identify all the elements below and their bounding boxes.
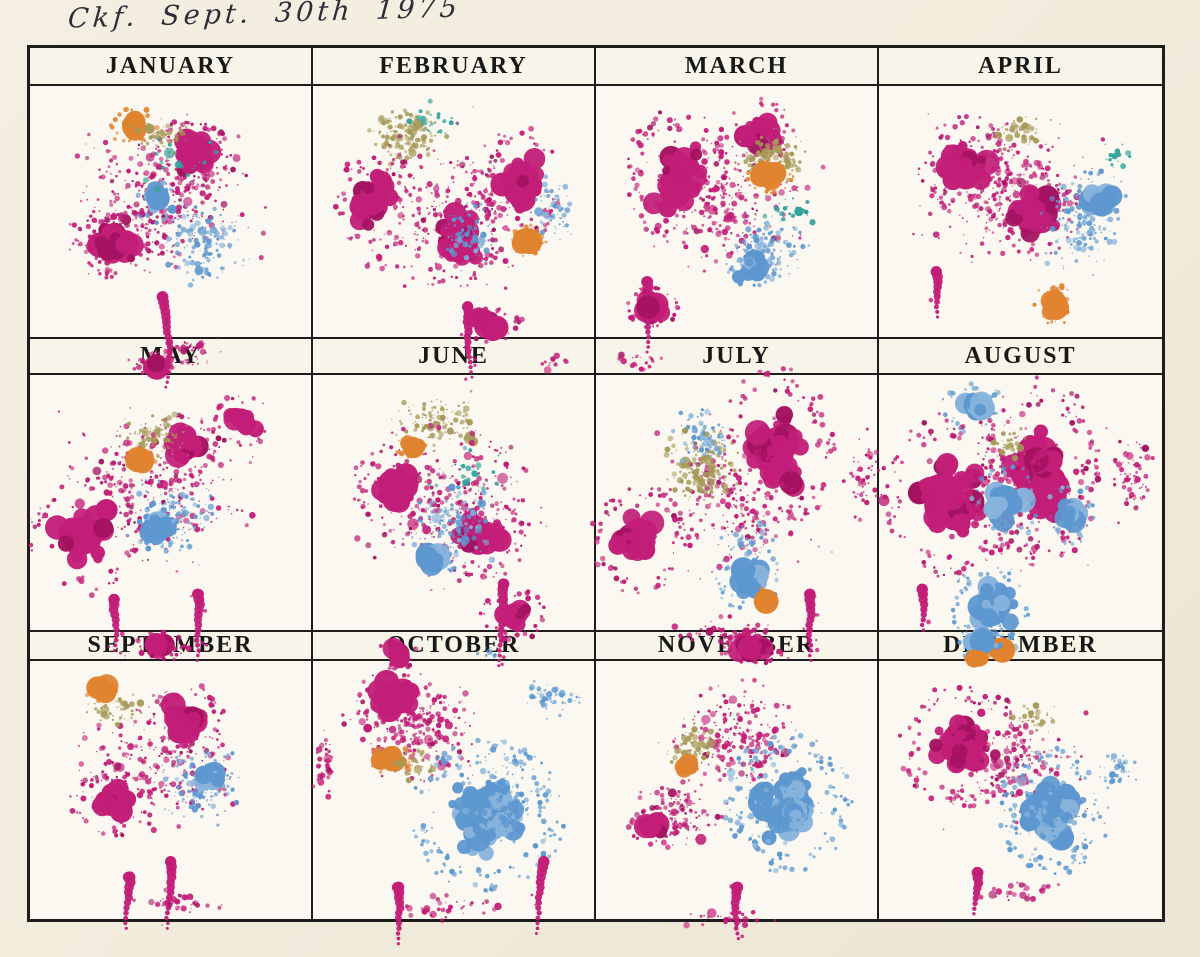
month-cell-october [311,637,596,946]
splatter-art-january [68,106,267,389]
month-cell-august [879,375,1162,663]
month-cell-june [313,352,596,668]
splatter-art-november [625,627,854,941]
splatter-art-march [626,96,826,354]
month-cell-september [30,629,313,930]
month-label-april: APRIL [879,48,1162,86]
month-label-august: AUGUST [879,339,1162,375]
month-label-february: FEBRUARY [313,48,596,86]
month-cell-february [313,86,596,381]
month-cell-march [596,86,879,354]
splatter-art-august [880,375,1155,663]
splatter-art-april [912,112,1132,325]
month-label-november: NOVEMBER [596,632,879,661]
month-cell-november [596,627,879,941]
splatter-art-may [28,348,267,663]
month-label-september: SEPTEMBER [30,632,313,661]
month-label-march: MARCH [596,48,879,86]
month-cell-january [30,86,313,389]
splatter-art-july [589,351,890,663]
month-label-july: JULY [596,339,879,375]
handwritten-annotation: Ckf. Sept. 30th 1975 [66,0,463,35]
month-cell-may [28,348,313,663]
splatter-art-october [311,637,581,946]
splatter-art-september [69,629,240,930]
splatter-art-february [332,98,573,381]
month-label-june: JUNE [313,339,596,375]
month-label-may: MAY [30,339,313,375]
splatter-art-december [897,624,1137,916]
month-label-january: JANUARY [30,48,313,86]
month-cell-december [879,624,1162,919]
calendar-grid: JANUARY FEBRUARY MARCH APRIL MAY JUNE JU… [27,45,1165,946]
month-cell-april [879,86,1162,339]
month-cell-july [589,351,890,663]
splatter-art-june [352,352,569,668]
month-label-december: DECEMBER [879,632,1162,661]
month-label-october: OCTOBER [313,632,596,661]
